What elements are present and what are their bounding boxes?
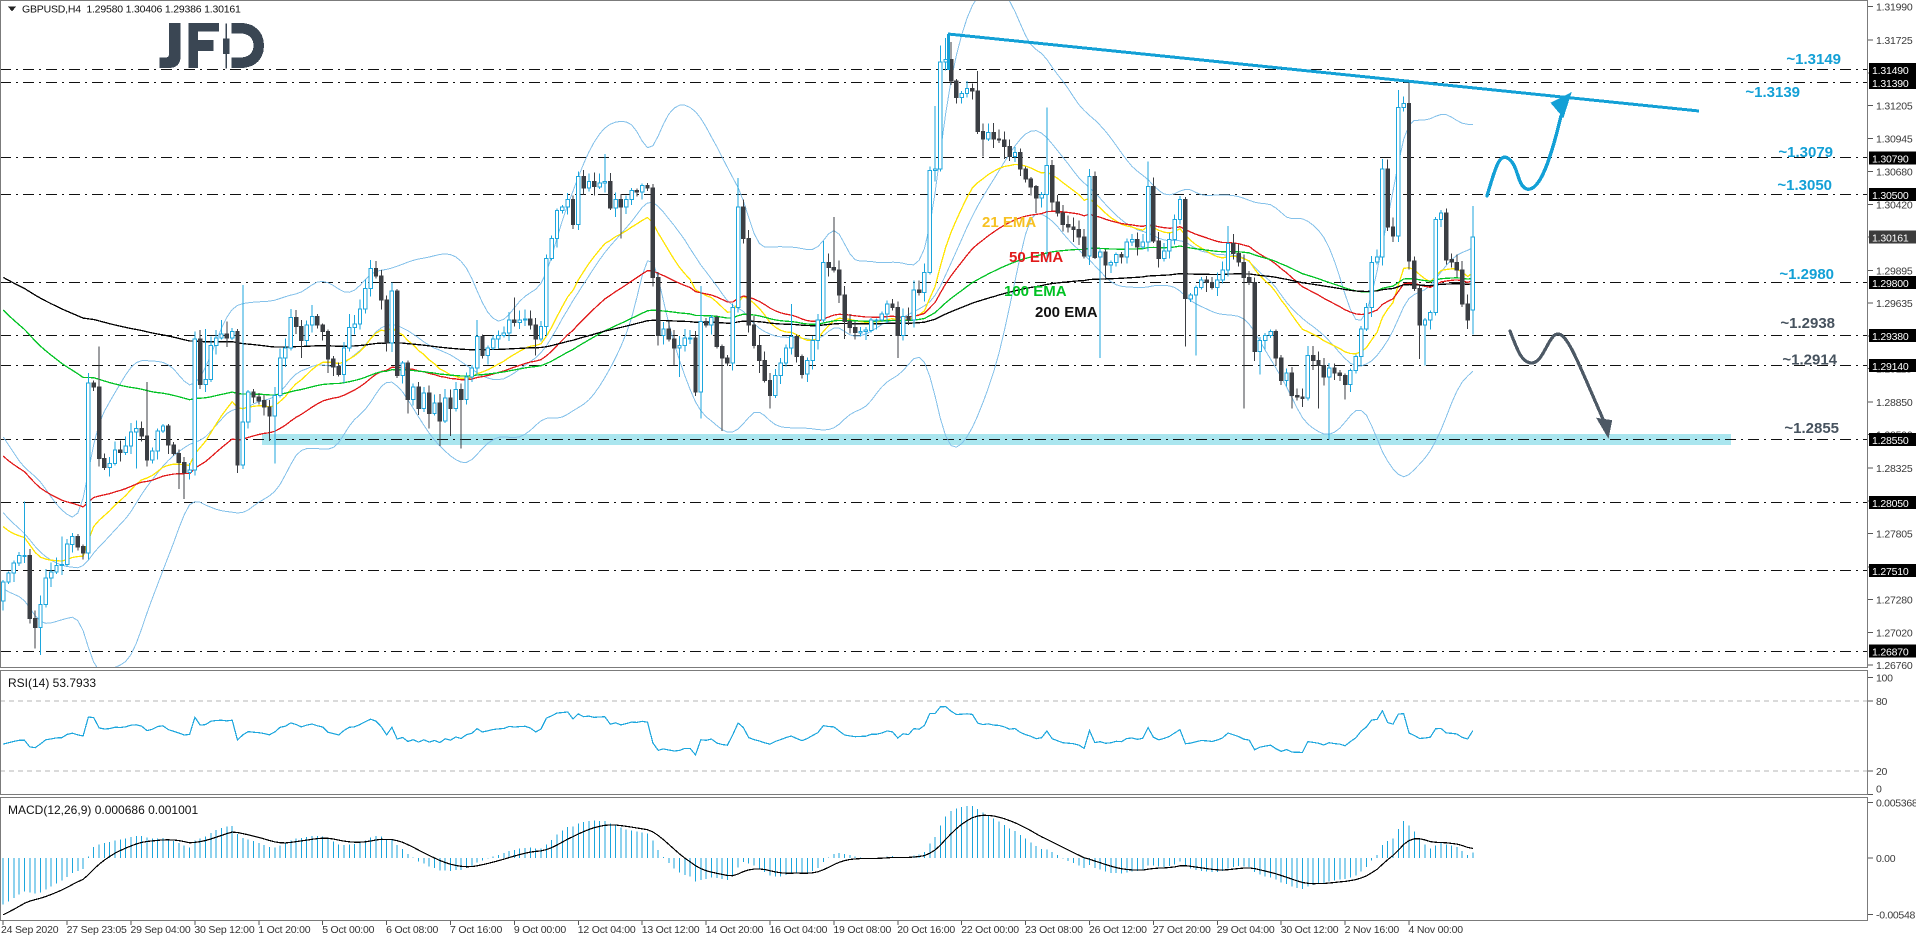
svg-text:23 Oct 08:00: 23 Oct 08:00 [1025,924,1083,936]
svg-text:MACD(12,26,9) 0.000686 0.00100: MACD(12,26,9) 0.000686 0.001001 [8,803,198,817]
svg-text:1.30161: 1.30161 [1872,233,1909,245]
svg-text:1.28850: 1.28850 [1876,397,1913,409]
svg-text:1.29895: 1.29895 [1876,265,1913,277]
svg-text:5 Oct 00:00: 5 Oct 00:00 [322,924,374,936]
svg-text:1.28325: 1.28325 [1876,463,1913,475]
svg-text:27 Sep 23:05: 27 Sep 23:05 [67,924,127,936]
svg-text:0.005368: 0.005368 [1876,798,1916,810]
svg-text:100: 100 [1876,673,1893,685]
svg-text:1.30945: 1.30945 [1876,133,1913,145]
svg-text:-0.00548: -0.00548 [1876,910,1916,922]
svg-text:1.27805: 1.27805 [1876,529,1913,541]
svg-text:13 Oct 12:00: 13 Oct 12:00 [642,924,700,936]
svg-text:1.31725: 1.31725 [1876,35,1913,47]
svg-text:1 Oct 20:00: 1 Oct 20:00 [258,924,310,936]
svg-text:1.31490: 1.31490 [1872,65,1909,77]
svg-text:1.29140: 1.29140 [1872,361,1909,373]
svg-text:7 Oct 16:00: 7 Oct 16:00 [450,924,502,936]
svg-text:~1.2938: ~1.2938 [1780,315,1835,332]
svg-text:22 Oct 00:00: 22 Oct 00:00 [961,924,1019,936]
svg-text:30 Oct 12:00: 30 Oct 12:00 [1281,924,1339,936]
svg-text:1.31990: 1.31990 [1876,2,1913,14]
svg-text:80: 80 [1876,696,1888,708]
svg-text:1.28550: 1.28550 [1872,435,1909,447]
svg-text:1.27020: 1.27020 [1876,627,1913,639]
svg-text:1.31205: 1.31205 [1876,101,1913,113]
svg-text:1.31390: 1.31390 [1872,78,1909,90]
svg-text:~1.2980: ~1.2980 [1779,266,1834,283]
svg-text:1.30680: 1.30680 [1876,167,1913,179]
svg-text:20 Oct 16:00: 20 Oct 16:00 [897,924,955,936]
svg-text:~1.2855: ~1.2855 [1784,420,1839,437]
svg-text:1.29800: 1.29800 [1872,278,1909,290]
svg-text:1.26870: 1.26870 [1872,647,1909,659]
svg-text:24 Sep 2020: 24 Sep 2020 [1,924,59,936]
svg-text:2 Nov 16:00: 2 Nov 16:00 [1345,924,1400,936]
svg-text:~1.2914: ~1.2914 [1782,352,1837,369]
svg-text:1.29635: 1.29635 [1876,298,1913,310]
svg-text:29 Oct 04:00: 29 Oct 04:00 [1217,924,1275,936]
svg-text:0.00: 0.00 [1876,853,1896,865]
svg-text:4 Nov 00:00: 4 Nov 00:00 [1409,924,1464,936]
svg-text:30 Sep 12:00: 30 Sep 12:00 [194,924,254,936]
svg-text:1.29380: 1.29380 [1872,331,1909,343]
svg-text:1.26760: 1.26760 [1876,660,1913,672]
svg-text:~1.3079: ~1.3079 [1778,144,1833,161]
svg-text:~1.3149: ~1.3149 [1786,51,1841,68]
svg-text:50 EMA: 50 EMA [1009,249,1063,266]
svg-text:14 Oct 20:00: 14 Oct 20:00 [706,924,764,936]
svg-text:200 EMA: 200 EMA [1035,304,1098,321]
svg-text:1.28050: 1.28050 [1872,498,1909,510]
svg-text:16 Oct 04:00: 16 Oct 04:00 [770,924,828,936]
svg-text:29 Sep 04:00: 29 Sep 04:00 [131,924,191,936]
svg-text:19 Oct 08:00: 19 Oct 08:00 [833,924,891,936]
svg-text:1.27280: 1.27280 [1876,595,1913,607]
svg-text:1.30790: 1.30790 [1872,153,1909,165]
svg-text:21 EMA: 21 EMA [982,214,1036,231]
svg-text:RSI(14) 53.7933: RSI(14) 53.7933 [8,676,96,690]
svg-text:6 Oct 08:00: 6 Oct 08:00 [386,924,438,936]
svg-text:27 Oct 20:00: 27 Oct 20:00 [1153,924,1211,936]
svg-text:1.30500: 1.30500 [1872,190,1909,202]
svg-text:GBPUSD,H4 1.29580 1.30406 1.2: GBPUSD,H4 1.29580 1.30406 1.29386 1.3016… [22,4,241,16]
svg-text:1.27510: 1.27510 [1872,566,1909,578]
svg-text:12 Oct 04:00: 12 Oct 04:00 [578,924,636,936]
svg-text:9 Oct 00:00: 9 Oct 00:00 [514,924,566,936]
svg-text:0: 0 [1876,784,1882,796]
svg-text:20: 20 [1876,766,1888,778]
svg-text:26 Oct 12:00: 26 Oct 12:00 [1089,924,1147,936]
svg-text:~1.3139: ~1.3139 [1745,84,1800,101]
svg-text:~1.3050: ~1.3050 [1777,177,1832,194]
svg-text:100 EMA: 100 EMA [1004,283,1067,300]
svg-text:1.30420: 1.30420 [1876,199,1913,211]
